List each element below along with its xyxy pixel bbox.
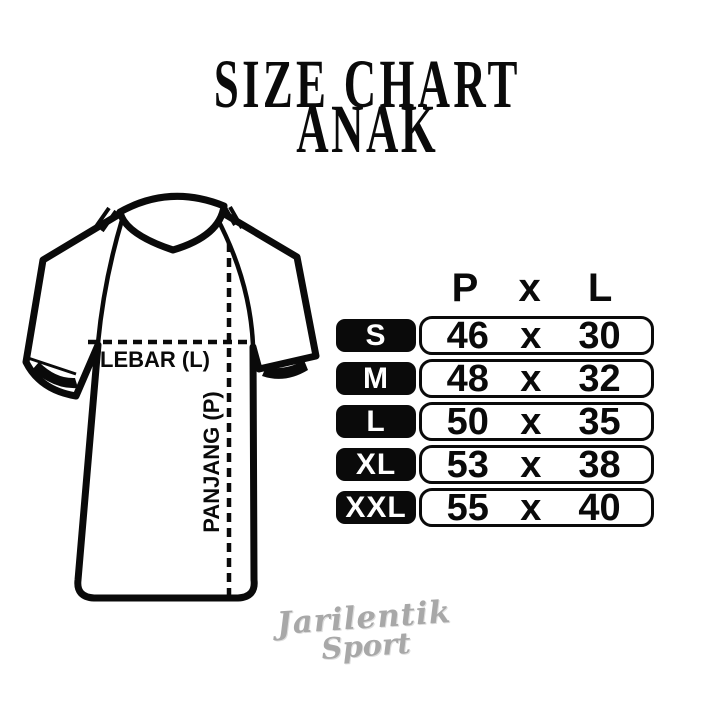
measurement-box: 53 x 38 (419, 445, 654, 484)
length-value: 55 (446, 486, 489, 529)
cuff-trim-right-icon (262, 360, 308, 379)
header-x-separator: x (518, 266, 541, 310)
header-width-col: L (587, 266, 613, 310)
table-header-row: P x L (418, 260, 653, 316)
collar (116, 192, 228, 254)
x-separator: x (520, 314, 542, 357)
size-table: P x L S 46 x 30 M 48 x 32 L 50 x (336, 260, 666, 531)
measurement-box: 50 x 35 (419, 402, 654, 441)
size-badge: L (336, 405, 416, 438)
table-row: S 46 x 30 (336, 316, 666, 355)
size-badge: M (336, 362, 416, 395)
cuff-trim-left-icon (32, 362, 78, 389)
length-value: 53 (446, 443, 489, 486)
x-separator: x (520, 357, 542, 400)
length-value: 46 (446, 314, 489, 357)
measurement-box: 48 x 32 (419, 359, 654, 398)
header-length-col: P (451, 266, 479, 310)
length-label: PANJANG (P) (199, 391, 224, 532)
size-badge: XXL (336, 491, 416, 524)
length-value: 48 (446, 357, 489, 400)
measurement-box: 46 x 30 (419, 316, 654, 355)
width-value: 38 (578, 443, 621, 486)
page-title: SIZE CHART ANAK (66, 50, 669, 168)
collar-band-tick-right (221, 203, 244, 229)
width-label: LEBAR (L) (100, 347, 210, 372)
width-value: 32 (578, 357, 621, 400)
tshirt-outline (22, 194, 320, 602)
tshirt-diagram: LEBAR (L) PANJANG (P) (22, 192, 320, 602)
table-row: M 48 x 32 (336, 359, 666, 398)
collar-band-tick-left (93, 206, 118, 233)
brand-watermark: Jarilentik Sport (238, 594, 491, 667)
measurement-box: 55 x 40 (419, 488, 654, 527)
cuff-seam-left (27, 356, 77, 376)
size-badge: XL (336, 448, 416, 481)
raglan-seam-right (214, 214, 256, 346)
x-separator: x (520, 400, 542, 443)
raglan-seam-left (95, 219, 125, 344)
title-line2: ANAK (296, 90, 439, 168)
x-separator: x (520, 443, 542, 486)
width-value: 40 (578, 486, 621, 529)
table-row: XXL 55 x 40 (336, 488, 666, 527)
length-value: 50 (446, 400, 489, 443)
size-badge: S (336, 319, 416, 352)
width-value: 35 (578, 400, 621, 443)
width-value: 30 (578, 314, 621, 357)
x-separator: x (520, 486, 542, 529)
table-row: L 50 x 35 (336, 402, 666, 441)
table-row: XL 53 x 38 (336, 445, 666, 484)
